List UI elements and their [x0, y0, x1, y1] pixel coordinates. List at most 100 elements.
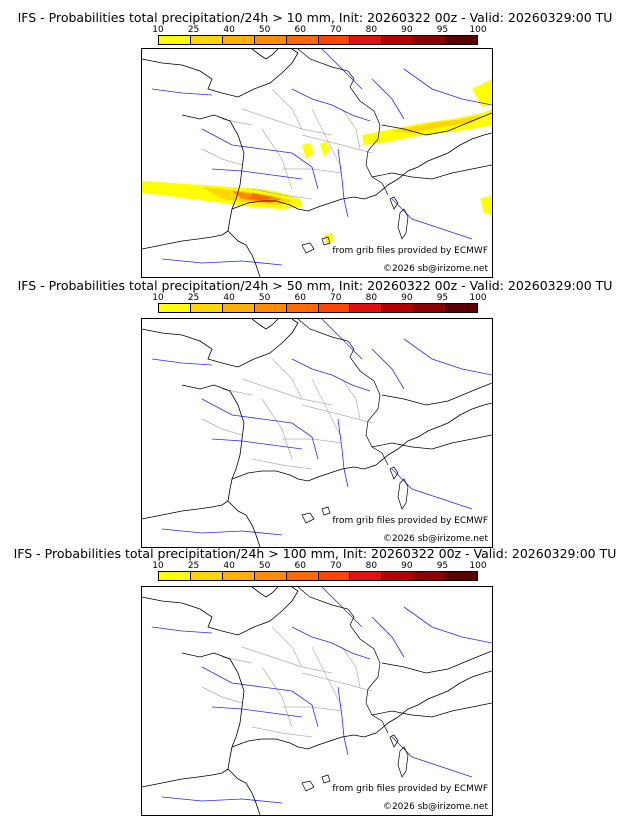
colorbar-tick-label: 95 — [436, 293, 449, 303]
region-borders — [201, 626, 373, 738]
colorbar-tick-label: 60 — [294, 25, 306, 35]
rivers — [151, 319, 492, 536]
copyright-credit: ©2026 sb@irizome.net — [382, 534, 488, 544]
colorbar-tick-label: 25 — [187, 293, 200, 303]
colorbar-tick-label: 95 — [436, 25, 449, 35]
colorbar-segment — [159, 36, 191, 44]
map-svg — [142, 319, 492, 547]
source-credit: from grib files provided by ECMWF — [332, 784, 488, 794]
rivers — [151, 49, 492, 266]
precip-probability-area — [324, 233, 334, 243]
colorbar-segment — [318, 304, 351, 312]
colorbar-tick-label: 60 — [294, 561, 306, 571]
colorbar-segment — [350, 572, 383, 580]
colorbar-tick-label: 25 — [187, 561, 200, 571]
colorbar-ticks: 10 25 40 50 60 70 80 90 95 100 — [152, 561, 486, 571]
colorbar-segment — [350, 304, 383, 312]
precip-probability-area — [480, 195, 492, 215]
colorbar-tick-label: 60 — [294, 293, 306, 303]
colorbar-segment — [318, 572, 351, 580]
colorbar-segment — [222, 572, 255, 580]
precip-probability-area — [302, 143, 314, 159]
colorbar-tick-label: 70 — [330, 561, 342, 571]
copyright-credit: ©2026 sb@irizome.net — [382, 264, 488, 274]
colorbar-ticks: 10 25 40 50 60 70 80 90 95 100 — [152, 293, 486, 303]
colorbar-tick-label: 70 — [330, 293, 342, 303]
forecast-panel-100mm: IFS - Probabilities total precipitation/… — [0, 546, 630, 816]
colorbar-segment — [446, 304, 478, 312]
island — [389, 734, 399, 748]
colorbar-segment — [414, 572, 447, 580]
map-france: from grib files provided by ECMWF ©2026 … — [141, 586, 493, 816]
precip-probability-area — [320, 141, 330, 157]
island — [321, 236, 331, 246]
colorbar-ticks: 10 25 40 50 60 70 80 90 95 100 — [152, 25, 486, 35]
colorbar-segment — [254, 572, 287, 580]
colorbar-segment — [446, 572, 478, 580]
country-borders — [231, 49, 492, 210]
colorbar-segment — [286, 572, 319, 580]
colorbar — [158, 303, 478, 313]
map-france: from grib files provided by ECMWF ©2026 … — [141, 48, 493, 278]
colorbar-segment — [318, 36, 351, 44]
colorbar-tick-label: 40 — [223, 25, 235, 35]
colorbar-segment — [446, 36, 478, 44]
coastline — [142, 319, 492, 547]
colorbar-segment — [414, 304, 447, 312]
source-credit: from grib files provided by ECMWF — [332, 246, 488, 256]
colorbar-tick-label: 80 — [365, 561, 378, 571]
forecast-panel-10mm: IFS - Probabilities total precipitation/… — [0, 10, 630, 280]
panel-title: IFS - Probabilities total precipitation/… — [13, 546, 617, 561]
map-france: from grib files provided by ECMWF ©2026 … — [141, 318, 493, 548]
source-credit: from grib files provided by ECMWF — [332, 516, 488, 526]
colorbar-segment — [254, 36, 287, 44]
island — [397, 478, 409, 510]
colorbar-segment — [254, 304, 287, 312]
colorbar-tick-label: 40 — [223, 293, 235, 303]
colorbar-tick-label: 10 — [152, 293, 164, 303]
colorbar-tick-label: 50 — [258, 25, 271, 35]
panel-title: IFS - Probabilities total precipitation/… — [17, 278, 613, 293]
copyright-credit: ©2026 sb@irizome.net — [382, 802, 488, 812]
colorbar-segment — [382, 572, 415, 580]
precip-probability-area — [250, 193, 272, 201]
precip-probability-area — [472, 79, 492, 107]
colorbar-segment — [350, 36, 383, 44]
island — [389, 196, 399, 210]
colorbar — [158, 571, 478, 581]
colorbar-segment — [159, 572, 191, 580]
colorbar-tick-label: 25 — [187, 25, 200, 35]
forecast-panel-50mm: IFS - Probabilities total precipitation/… — [0, 278, 630, 548]
colorbar-tick-label: 40 — [223, 561, 235, 571]
region-borders — [201, 358, 373, 470]
colorbar-tick-label: 50 — [258, 293, 271, 303]
colorbar-segment — [159, 304, 191, 312]
colorbar-segment — [286, 36, 319, 44]
country-borders — [231, 319, 492, 480]
island — [301, 780, 315, 792]
colorbar-tick-label: 80 — [365, 25, 378, 35]
region-borders — [201, 88, 373, 200]
colorbar-segment — [190, 304, 223, 312]
island — [301, 512, 315, 524]
coastline — [142, 49, 492, 277]
colorbar-tick-label: 100 — [469, 25, 487, 35]
colorbar-tick-label: 100 — [469, 561, 487, 571]
map-svg — [142, 49, 492, 277]
colorbar-tick-label: 90 — [401, 561, 413, 571]
island — [397, 208, 409, 240]
panel-title: IFS - Probabilities total precipitation/… — [17, 10, 613, 25]
island — [389, 466, 399, 480]
precip-probability-area — [392, 115, 482, 133]
colorbar-segment — [382, 36, 415, 44]
colorbar-segment — [190, 572, 223, 580]
colorbar-segment — [286, 304, 319, 312]
island — [321, 774, 331, 784]
colorbar-tick-label: 90 — [401, 293, 413, 303]
colorbar-tick-label: 95 — [436, 561, 449, 571]
colorbar-segment — [222, 36, 255, 44]
colorbar-tick-label: 70 — [330, 25, 342, 35]
colorbar-segment — [414, 36, 447, 44]
colorbar-tick-label: 10 — [152, 25, 164, 35]
coastline — [142, 587, 492, 815]
